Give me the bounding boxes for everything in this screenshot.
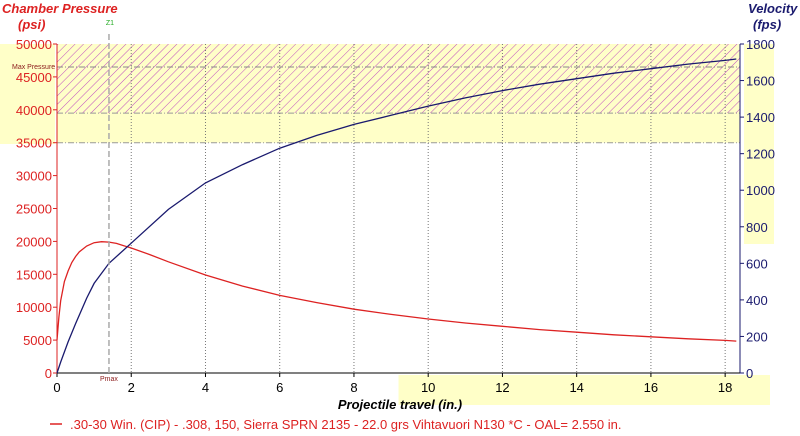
x-tick-label: 12 [495,380,509,395]
x-tick-label: 10 [421,380,435,395]
y-right-tick-label: 1800 [746,37,775,52]
y-left-tick-label: 40000 [16,103,52,118]
y-right-tick-label: 200 [746,329,768,344]
label-bg-bottom [398,375,770,405]
y-left-tick-label: 0 [45,366,52,381]
x-tick-label: 2 [128,380,135,395]
y-left-unit: (psi) [18,17,45,32]
y-right-tick-label: 1600 [746,74,775,89]
x-tick-label: 14 [569,380,583,395]
y-right-tick-label: 800 [746,220,768,235]
y-right-tick-label: 1000 [746,183,775,198]
y-left-tick-label: 30000 [16,169,52,184]
legend-label: .30-30 Win. (CIP) - .308, 150, Sierra SP… [70,417,621,432]
pressure-zone-hatched [57,44,740,114]
x-tick-label: 8 [350,380,357,395]
x-axis-label: Projectile travel (in.) [338,397,462,412]
y-right-tick-label: 1200 [746,147,775,162]
y-right-tick-label: 1400 [746,110,775,125]
x-tick-label: 0 [53,380,60,395]
y-left-tick-label: 25000 [16,202,52,217]
x-tick-label: 4 [202,380,209,395]
y-left-tick-label: 15000 [16,267,52,282]
pmax-label: Pmax [100,376,118,383]
y-right-unit: (fps) [753,17,781,32]
y-left-title: Chamber Pressure [2,1,118,16]
y-right-title: Velocity [748,1,798,16]
max-pressure-label: Max Pressure [12,64,55,71]
y-left-tick-label: 5000 [23,333,52,348]
y-left-tick-label: 20000 [16,234,52,249]
y-left-tick-label: 35000 [16,136,52,151]
y-left-tick-label: 10000 [16,300,52,315]
z1-label: Z1 [106,20,114,27]
label-bg-right [744,44,774,244]
x-tick-label: 16 [644,380,658,395]
y-right-tick-label: 600 [746,256,768,271]
y-right-tick-label: 400 [746,293,768,308]
y-left-tick-label: 45000 [16,70,52,85]
pressure-curve [56,241,737,342]
velocity-curve [56,58,737,374]
x-tick-label: 18 [718,380,732,395]
x-tick-label: 6 [276,380,283,395]
y-right-tick-label: 0 [746,366,753,381]
y-left-tick-label: 50000 [16,37,52,52]
label-bg-left [0,44,55,144]
